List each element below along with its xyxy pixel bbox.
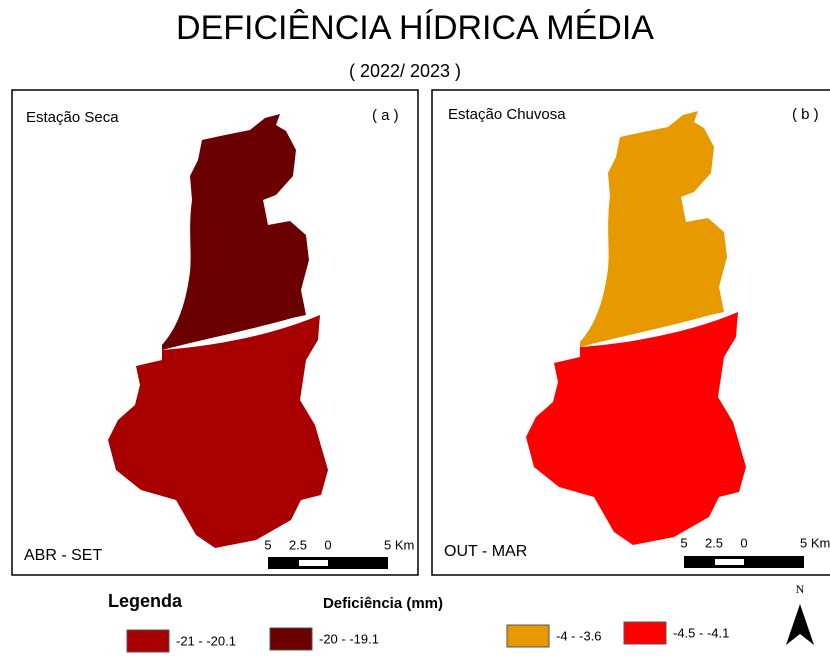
panel-label: Estação Seca [26, 109, 119, 126]
legend-swatch [126, 629, 170, 653]
north-arrow [786, 604, 814, 645]
scale-bar [684, 556, 804, 568]
legend-swatch [506, 624, 550, 648]
legend-label: -4 - -3.6 [556, 628, 602, 643]
legend-swatch [269, 627, 313, 651]
scale-label: 2.5 [705, 535, 723, 550]
period: OUT - MAR [444, 543, 527, 560]
scale-bar [268, 557, 388, 569]
scale-label: 0 [324, 537, 331, 552]
legend-swatch [623, 621, 667, 645]
period: ABR - SET [24, 547, 102, 564]
legend-unit: Deficiência (mm) [323, 595, 443, 612]
legend-title: Legenda [108, 591, 183, 611]
scale-label: 5 [264, 537, 271, 552]
panel-letter: ( b ) [792, 106, 819, 123]
panel-letter: ( a ) [372, 107, 399, 124]
title: DEFICIÊNCIA HÍDRICA MÉDIA [176, 9, 654, 47]
subtitle: ( 2022/ 2023 ) [349, 61, 461, 81]
scale-label: 5 Km [384, 537, 414, 552]
panel: Estação Seca ( a ) ABR - SET 5 2.5 0 5 K… [11, 89, 419, 576]
legend-label: -20 - -19.1 [319, 631, 379, 646]
scale-label: 0 [740, 535, 747, 550]
scale-label: 2.5 [289, 537, 307, 552]
north-label: N [796, 582, 805, 596]
panel-label: Estação Chuvosa [448, 106, 566, 123]
legend-label: -4.5 - -4.1 [673, 625, 729, 640]
panel: Estação Chuvosa ( b ) OUT - MAR 5 2.5 0 … [431, 89, 830, 576]
scale-label: 5 [680, 535, 687, 550]
legend-label: -21 - -20.1 [176, 633, 236, 648]
scale-label: 5 Km [800, 535, 830, 550]
